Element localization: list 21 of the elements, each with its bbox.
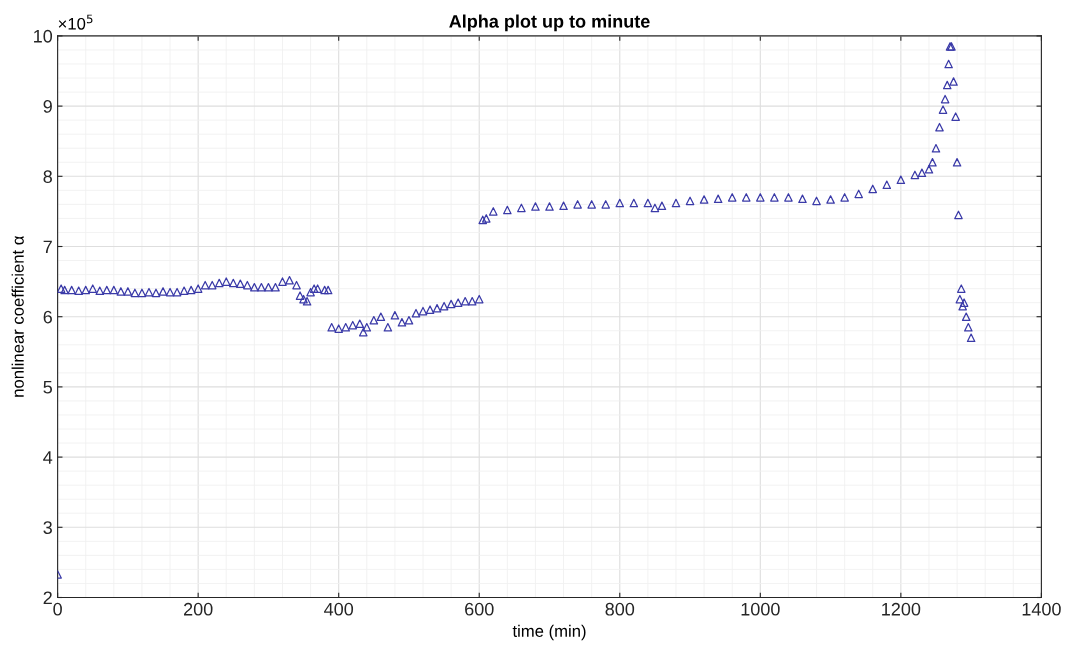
y-tick-label: 7 (43, 240, 52, 254)
chart-title: Alpha plot up to minute (449, 14, 650, 32)
y-tick-label: 4 (43, 451, 53, 464)
x-tick-label: 600 (465, 602, 494, 616)
x-tick-label: 800 (605, 602, 635, 616)
x-tick-label: 1400 (1022, 602, 1061, 616)
x-tick-label: 400 (324, 602, 354, 616)
x-tick-label: 1000 (741, 602, 780, 616)
y-tick-label: 8 (43, 170, 52, 184)
x-tick-label: 0 (53, 602, 62, 616)
y-tick-label: 2 (43, 591, 52, 605)
y-tick-label: 3 (43, 521, 52, 535)
y-tick-label: 5 (43, 381, 52, 394)
x-axis-title: time (min) (512, 624, 586, 641)
y-axis-title: nonlinear coefficient α (11, 236, 24, 397)
y-tick-label: 10 (34, 29, 53, 43)
x-tick-label: 1200 (882, 602, 921, 616)
text: ×10$^{5}$ (58, 14, 93, 30)
y-tick-label: 6 (43, 310, 52, 324)
y-tick-label: 9 (43, 100, 52, 113)
x-tick-label: 200 (184, 602, 213, 616)
